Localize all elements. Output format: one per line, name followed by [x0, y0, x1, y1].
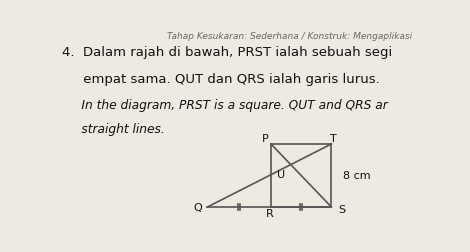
Text: 4.  Dalam rajah di bawah, PRST ialah sebuah segi: 4. Dalam rajah di bawah, PRST ialah sebu… [63, 46, 392, 59]
Text: P: P [262, 134, 269, 144]
Text: Tahap Kesukaran: Sederhana / Konstruk: Mengaplikasi: Tahap Kesukaran: Sederhana / Konstruk: M… [167, 32, 412, 41]
Text: S: S [338, 204, 345, 214]
Text: Q: Q [193, 202, 202, 212]
Text: 8 cm: 8 cm [343, 171, 371, 181]
Text: empat sama. QUT dan QRS ialah garis lurus.: empat sama. QUT dan QRS ialah garis luru… [63, 73, 380, 86]
Text: In the diagram, PRST is a square. QUT and QRS ar: In the diagram, PRST is a square. QUT an… [63, 98, 388, 111]
Text: U: U [277, 169, 285, 179]
Text: R: R [266, 208, 274, 218]
Text: T: T [330, 134, 337, 144]
Text: straight lines.: straight lines. [63, 122, 165, 135]
